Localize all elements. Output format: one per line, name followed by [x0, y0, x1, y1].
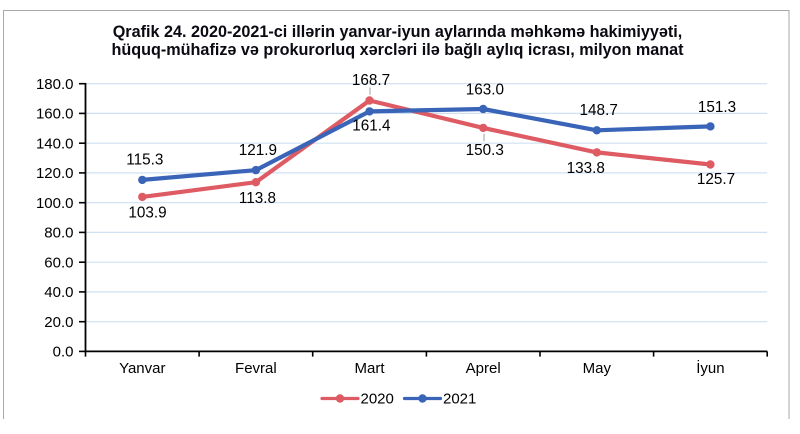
svg-text:103.9: 103.9: [128, 204, 166, 221]
svg-text:148.7: 148.7: [580, 102, 618, 119]
svg-text:151.3: 151.3: [698, 99, 736, 116]
svg-text:2020: 2020: [361, 391, 394, 408]
svg-text:120.0: 120.0: [36, 165, 74, 182]
svg-text:140.0: 140.0: [36, 135, 74, 152]
svg-text:150.3: 150.3: [466, 142, 504, 159]
svg-text:180.0: 180.0: [36, 76, 74, 93]
svg-text:121.9: 121.9: [239, 142, 277, 159]
svg-text:Yanvar: Yanvar: [119, 360, 165, 377]
svg-text:İyun: İyun: [696, 359, 724, 377]
svg-text:161.4: 161.4: [352, 118, 391, 135]
svg-text:113.8: 113.8: [239, 190, 276, 207]
svg-text:2021: 2021: [443, 391, 476, 408]
svg-text:Mart: Mart: [355, 360, 386, 377]
svg-text:hüquq-mühafizə və prokurorluq: hüquq-mühafizə və prokurorluq xərcləri i…: [111, 41, 684, 59]
svg-text:160.0: 160.0: [36, 106, 74, 123]
svg-text:80.0: 80.0: [44, 225, 73, 242]
svg-text:100.0: 100.0: [36, 195, 74, 212]
svg-text:May: May: [583, 360, 612, 377]
svg-text:40.0: 40.0: [44, 284, 73, 301]
svg-text:163.0: 163.0: [466, 82, 504, 99]
svg-text:20.0: 20.0: [44, 314, 73, 331]
svg-text:115.3: 115.3: [126, 151, 163, 168]
svg-text:Qrafik 24. 2020-2021-ci illəri: Qrafik 24. 2020-2021-ci illərin yanvar-i…: [113, 23, 683, 41]
svg-text:Aprel: Aprel: [466, 360, 501, 377]
svg-text:Fevral: Fevral: [235, 360, 277, 377]
svg-text:133.8: 133.8: [567, 160, 605, 177]
svg-text:60.0: 60.0: [44, 254, 73, 271]
svg-text:0.0: 0.0: [53, 344, 74, 361]
svg-text:125.7: 125.7: [697, 171, 735, 188]
svg-text:168.7: 168.7: [352, 72, 390, 89]
